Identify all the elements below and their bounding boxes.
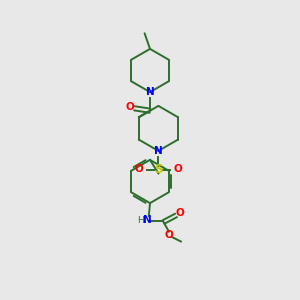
Text: O: O xyxy=(164,230,173,240)
Text: H: H xyxy=(138,216,144,225)
Text: N: N xyxy=(146,87,154,97)
Text: S: S xyxy=(154,163,163,176)
Text: O: O xyxy=(175,208,184,218)
Text: O: O xyxy=(135,164,144,175)
Text: N: N xyxy=(154,146,163,156)
Text: N: N xyxy=(142,214,152,225)
Text: O: O xyxy=(173,164,182,175)
Text: O: O xyxy=(126,102,135,112)
